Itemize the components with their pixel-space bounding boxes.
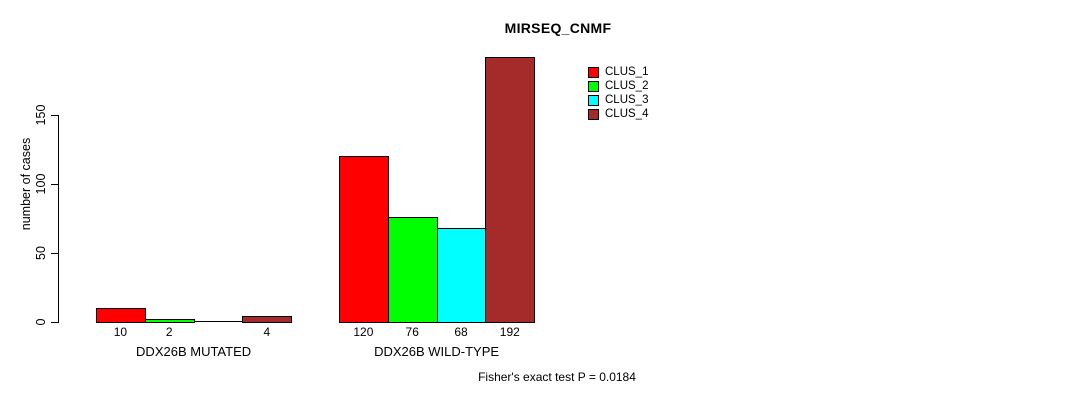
legend-label: CLUS_4 <box>605 108 649 120</box>
bar-value-label: 2 <box>165 325 173 339</box>
bar-value-label: 76 <box>405 325 419 339</box>
bar-clus-4-g1 <box>485 57 536 323</box>
bar-value-label: 192 <box>499 325 520 339</box>
legend-swatch-clus-2 <box>588 80 599 92</box>
y-axis-line <box>58 115 59 323</box>
bar-clus-2-g1 <box>387 217 438 323</box>
group-label: DDX26B WILD-TYPE <box>374 344 500 359</box>
bar-clus-4-g0 <box>242 316 293 323</box>
footer-note: Fisher's exact test P = 0.0184 <box>478 370 636 384</box>
y-axis-tick <box>51 184 58 185</box>
y-axis-tick <box>51 322 58 323</box>
legend-label: CLUS_2 <box>605 80 649 92</box>
chart-title: MIRSEQ_CNMF <box>504 20 612 36</box>
bar-value-label: 10 <box>113 325 128 339</box>
legend-item: CLUS_3 <box>588 93 648 107</box>
y-axis-tick <box>51 115 58 116</box>
y-axis-tick-label: 100 <box>34 173 48 195</box>
legend-swatch-clus-1 <box>588 66 599 78</box>
legend-swatch-clus-3 <box>588 94 599 106</box>
y-axis-tick-label: 0 <box>34 318 48 326</box>
bar-value-label: 4 <box>263 325 271 339</box>
legend: CLUS_1 CLUS_2 CLUS_3 CLUS_4 <box>588 65 648 121</box>
y-axis-tick-label: 50 <box>34 246 48 260</box>
bar-clus-3-g0 <box>193 321 244 322</box>
legend-label: CLUS_3 <box>605 94 649 106</box>
y-axis-tick <box>51 253 58 254</box>
bar-clus-1-g0 <box>96 308 146 323</box>
bar-clus-1-g1 <box>339 156 389 323</box>
legend-item: CLUS_4 <box>588 107 648 121</box>
legend-swatch-clus-4 <box>588 108 599 120</box>
bar-value-label: 120 <box>353 325 374 339</box>
bar-clus-2-g0 <box>144 319 195 323</box>
group-label: DDX26B MUTATED <box>136 344 252 359</box>
legend-item: CLUS_1 <box>588 65 648 79</box>
bar-value-label: 68 <box>454 325 468 339</box>
y-axis-label: number of cases <box>19 137 33 231</box>
legend-item: CLUS_2 <box>588 79 648 93</box>
bar-clus-3-g1 <box>436 228 487 323</box>
legend-label: CLUS_1 <box>605 66 649 78</box>
y-axis-tick-label: 150 <box>34 104 48 126</box>
